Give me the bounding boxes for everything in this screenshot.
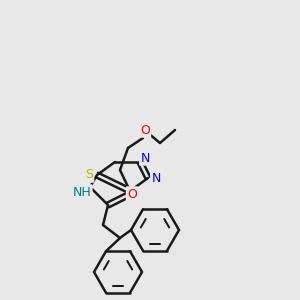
Text: N: N <box>151 172 161 184</box>
Text: N: N <box>140 152 150 164</box>
Text: S: S <box>85 169 93 182</box>
Text: O: O <box>127 188 137 200</box>
Text: O: O <box>140 124 150 136</box>
Text: NH: NH <box>73 185 92 199</box>
